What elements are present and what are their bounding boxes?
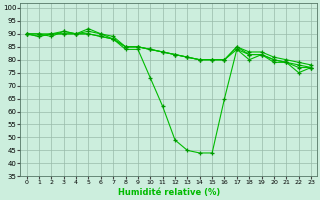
X-axis label: Humidité relative (%): Humidité relative (%) — [118, 188, 220, 197]
